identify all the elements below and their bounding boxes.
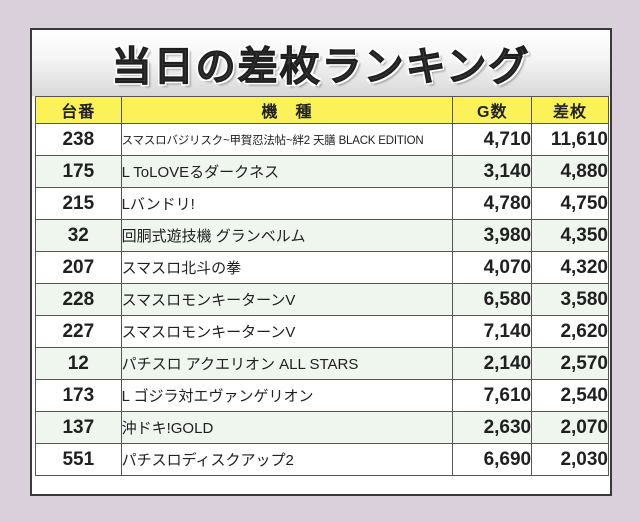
cell-diff: 4,750 [531,187,609,220]
cell-model: パチスロ アクエリオン ALL STARS [120,347,454,380]
cell-machine-no: 238 [35,123,122,156]
cell-diff: 3,580 [531,283,609,316]
table-row: 227 スマスロモンキーターンV 7,140 2,620 [35,315,609,348]
cell-games: 7,610 [452,379,533,412]
cell-machine-no: 551 [35,443,122,476]
ranking-board: 当日の差枚ランキング 台番 機 種 G数 差枚 238 スマスロバジリスク~甲賀… [30,28,612,496]
cell-diff: 4,350 [531,219,609,252]
cell-model: パチスロディスクアップ2 [120,443,454,476]
cell-machine-no: 207 [35,251,122,284]
cell-model: 回胴式遊技機 グランベルム [120,219,454,252]
cell-model: L ゴジラ対エヴァンゲリオン [120,379,454,412]
cell-model: 沖ドキ!GOLD [120,411,454,444]
cell-games: 2,630 [452,411,533,444]
cell-games: 6,690 [452,443,533,476]
header-games: G数 [452,96,533,124]
cell-machine-no: 215 [35,187,122,220]
header-machine-no: 台番 [35,96,122,124]
cell-model: スマスロモンキーターンV [120,283,454,316]
cell-games: 2,140 [452,347,533,380]
cell-games: 3,140 [452,155,533,188]
table-row: 32 回胴式遊技機 グランベルム 3,980 4,350 [35,219,609,252]
cell-diff: 2,620 [531,315,609,348]
cell-model: スマスロモンキーターンV [120,315,454,348]
header-diff: 差枚 [531,96,609,124]
cell-diff: 11,610 [531,123,609,156]
cell-machine-no: 173 [35,379,122,412]
table-header-row: 台番 機 種 G数 差枚 [35,96,609,124]
table-row: 207 スマスロ北斗の拳 4,070 4,320 [35,251,609,284]
cell-diff: 4,880 [531,155,609,188]
table-row: 215 Lバンドリ! 4,780 4,750 [35,187,609,220]
page-title: 当日の差枚ランキング [111,44,531,91]
title-banner: 当日の差枚ランキング [32,30,610,96]
table-row: 137 沖ドキ!GOLD 2,630 2,070 [35,411,609,444]
cell-machine-no: 12 [35,347,122,380]
cell-machine-no: 175 [35,155,122,188]
cell-machine-no: 32 [35,219,122,252]
table-row: 228 スマスロモンキーターンV 6,580 3,580 [35,283,609,316]
header-model: 機 種 [120,96,454,124]
cell-games: 4,710 [452,123,533,156]
cell-diff: 2,570 [531,347,609,380]
cell-games: 4,780 [452,187,533,220]
cell-machine-no: 227 [35,315,122,348]
table-row: 551 パチスロディスクアップ2 6,690 2,030 [35,443,609,476]
cell-diff: 4,320 [531,251,609,284]
cell-games: 4,070 [452,251,533,284]
cell-games: 6,580 [452,283,533,316]
cell-model: Lバンドリ! [120,187,454,220]
cell-machine-no: 137 [35,411,122,444]
cell-model: スマスロ北斗の拳 [120,251,454,284]
cell-machine-no: 228 [35,283,122,316]
cell-model: L ToLOVEるダークネス [120,155,454,188]
table-row: 238 スマスロバジリスク~甲賀忍法帖~絆2 天膳 BLACK EDITION … [35,123,609,156]
cell-games: 7,140 [452,315,533,348]
cell-games: 3,980 [452,219,533,252]
table-row: 175 L ToLOVEるダークネス 3,140 4,880 [35,155,609,188]
table-row: 12 パチスロ アクエリオン ALL STARS 2,140 2,570 [35,347,609,380]
cell-diff: 2,030 [531,443,609,476]
ranking-table: 台番 機 種 G数 差枚 238 スマスロバジリスク~甲賀忍法帖~絆2 天膳 B… [35,96,609,476]
table-row: 173 L ゴジラ対エヴァンゲリオン 7,610 2,540 [35,379,609,412]
cell-diff: 2,540 [531,379,609,412]
cell-model: スマスロバジリスク~甲賀忍法帖~絆2 天膳 BLACK EDITION [120,123,454,156]
cell-diff: 2,070 [531,411,609,444]
